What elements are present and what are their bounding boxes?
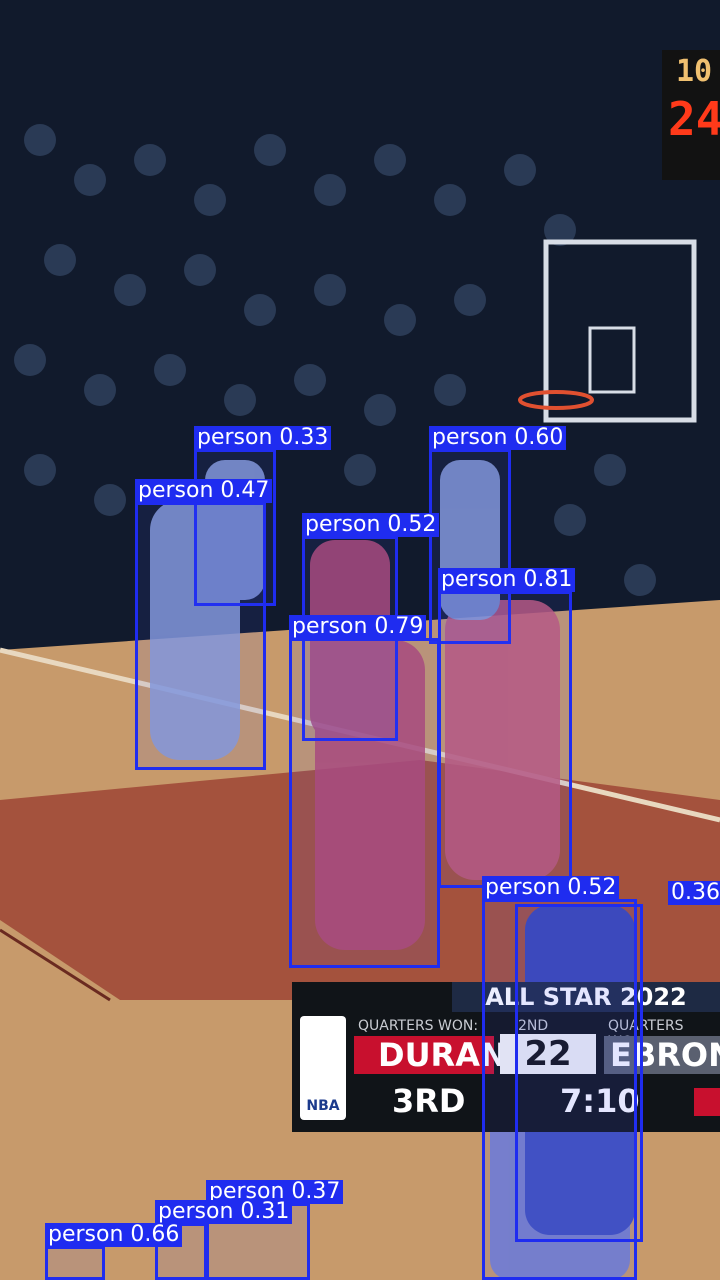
- detection-label: person 0.66: [45, 1223, 183, 1247]
- possession-marker: [694, 1088, 720, 1116]
- detection-label: 0.36: [668, 881, 720, 905]
- detection-box: person 0.33: [194, 426, 332, 606]
- scoreboard: ALL STAR 2022 NBA QUARTERS WON: 2ND QUAR…: [292, 982, 720, 1132]
- left-caption: QUARTERS WON:: [358, 1018, 479, 1034]
- detection-label: person 0.31: [155, 1200, 293, 1224]
- detection-label: person 0.33: [194, 426, 332, 450]
- crowd-heads: [14, 124, 656, 596]
- detection-box: person 0.60: [429, 426, 567, 644]
- detection-label: person 0.47: [135, 479, 273, 503]
- hoop-rim: [518, 390, 594, 410]
- backboard: [543, 239, 697, 423]
- detection-box: 0.36: [515, 881, 720, 1242]
- team-right: EBRON: [604, 1036, 720, 1074]
- nba-logo-icon: NBA: [300, 1016, 346, 1120]
- detection-label: person 0.52: [302, 513, 440, 537]
- team-left: DURANT: [354, 1036, 529, 1074]
- detection-box: person 0.47: [135, 479, 273, 770]
- detection-box: person 0.79: [289, 615, 440, 968]
- shot-clock-top: 10: [676, 54, 713, 89]
- detection-label: person 0.52: [482, 876, 620, 900]
- shot-clock: [662, 50, 720, 180]
- detection-box: person 0.52: [482, 876, 637, 1280]
- detection-label: person 0.79: [289, 615, 427, 639]
- quarter: 3RD: [392, 1082, 466, 1120]
- detection-label: person 0.81: [438, 568, 576, 592]
- shot-clock-bottom: 24: [668, 92, 720, 146]
- detection-label: person 0.60: [429, 426, 567, 450]
- detection-box: person 0.81: [438, 568, 576, 888]
- scoreboard-title: ALL STAR 2022: [452, 982, 720, 1012]
- detection-label: person 0.37: [206, 1180, 344, 1204]
- mid-caption: 2ND: [518, 1018, 549, 1034]
- detection-box: person 0.66: [45, 1223, 183, 1280]
- game-clock: 7:10: [560, 1082, 640, 1120]
